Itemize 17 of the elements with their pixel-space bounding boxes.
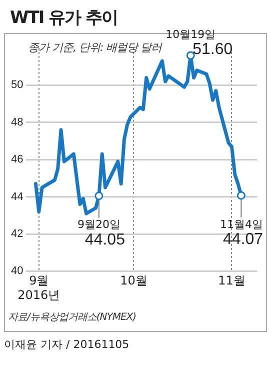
chart-subtitle: 종가 기준, 단위: 배럴당 달러 [28,40,162,55]
annotation: 10월19일 51.60 [166,28,233,58]
annotation: 11월4일 44.07 [220,218,264,248]
y-tick-label: 44 [10,190,24,203]
annotation: 9월20일 44.05 [77,218,126,248]
y-tick-label: 48 [10,116,24,128]
point [94,192,104,200]
y-tick-label: 46 [10,154,24,166]
chart-title: WTI 유가 추이 [10,7,118,29]
x-tick-label: 10월 [120,274,148,288]
text: 이재윤 기자 / 20161105 [4,337,130,352]
text: 자료/뉴욕상업거래소(NYMEX) [8,311,136,324]
y-tick-label: 50 [10,79,24,92]
point [236,191,246,200]
point [186,51,195,60]
x-tick-label: 11월 [218,274,246,288]
y-tick-label: 42 [10,228,24,240]
